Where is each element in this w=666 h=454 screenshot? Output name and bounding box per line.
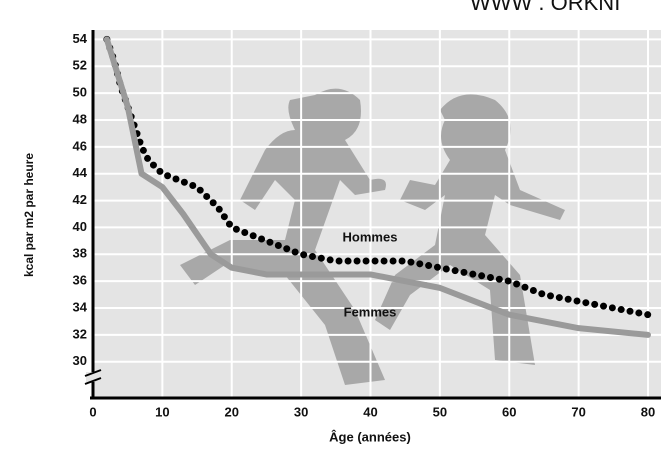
y-tick-label: 30 bbox=[73, 353, 87, 368]
x-tick-label: 10 bbox=[155, 404, 169, 419]
y-tick-label: 36 bbox=[73, 273, 87, 288]
x-tick-label: 40 bbox=[363, 404, 377, 419]
x-tick-label: 30 bbox=[294, 404, 308, 419]
plot-background bbox=[93, 30, 661, 398]
x-tick-label: 20 bbox=[225, 404, 239, 419]
y-tick-label: 32 bbox=[73, 326, 87, 341]
watermark: WWW . ORKNI bbox=[470, 0, 620, 15]
series-label: Hommes bbox=[343, 229, 398, 244]
y-tick-label: 42 bbox=[73, 192, 87, 207]
y-tick-label: 52 bbox=[73, 58, 87, 73]
y-tick-label: 38 bbox=[73, 246, 87, 261]
x-tick-label: 50 bbox=[433, 404, 447, 419]
x-tick-label: 80 bbox=[641, 404, 655, 419]
y-tick-label: 40 bbox=[73, 219, 87, 234]
y-axis-title: kcal par m2 par heure bbox=[22, 153, 36, 277]
y-tick-label: 46 bbox=[73, 138, 87, 153]
y-tick-label: 48 bbox=[73, 111, 87, 126]
x-axis-title: Âge (années) bbox=[329, 429, 411, 444]
series-label: Femmes bbox=[344, 304, 397, 319]
y-tick-label: 54 bbox=[73, 31, 88, 46]
y-tick-label: 44 bbox=[73, 165, 88, 180]
x-tick-label: 70 bbox=[571, 404, 585, 419]
chart: Hommes Femmes Âge (années) kcal par m2 p… bbox=[0, 0, 666, 454]
x-tick-label: 60 bbox=[502, 404, 516, 419]
y-tick-label: 34 bbox=[73, 299, 88, 314]
x-tick-label: 0 bbox=[89, 404, 96, 419]
y-tick-label: 50 bbox=[73, 85, 87, 100]
